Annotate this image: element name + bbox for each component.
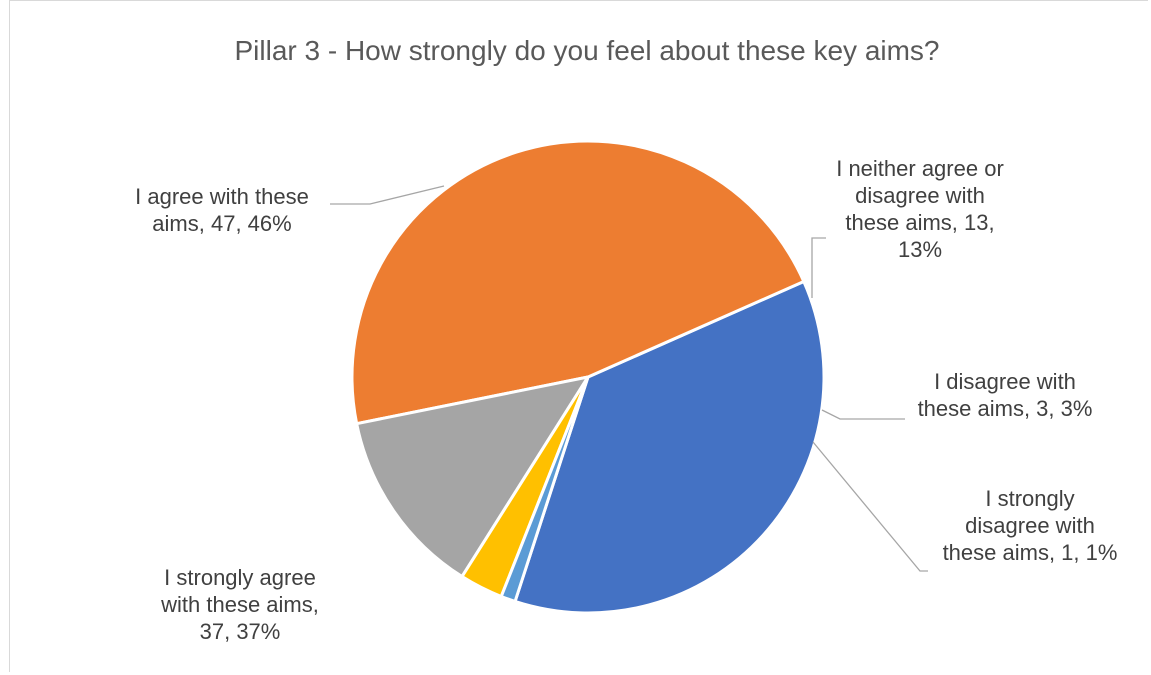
data-label-4: I disagree with these aims, 3, 3% [918, 369, 1093, 421]
data-label-line: I neither agree or [836, 156, 1004, 181]
data-label-line: I disagree with [934, 369, 1076, 394]
data-label-3: I neither agree or disagree with these aim… [836, 156, 1004, 262]
pie-slice-5 [499, 375, 590, 603]
pie-slice-1 [513, 279, 826, 615]
data-label-line: I agree with these [135, 184, 309, 209]
pie-slice-3 [355, 375, 590, 579]
data-label-line: disagree with [855, 183, 985, 208]
data-label-5: I strongly disagree with these aims, 1, 1% [943, 486, 1118, 565]
data-label-1: I strongly agree with these aims, 37, 37% [160, 565, 319, 644]
data-label-line: I strongly [985, 486, 1074, 511]
data-label-line: these aims, 13, [845, 210, 994, 235]
data-label-line: 37, 37% [200, 619, 281, 644]
leader-line-5 [812, 441, 928, 572]
data-label-line: aims, 47, 46% [152, 211, 291, 236]
data-label-line: disagree with [965, 513, 1095, 538]
pie-slice-2 [350, 139, 806, 426]
leader-line-2 [330, 185, 445, 205]
chart-title: Pillar 3 - How strongly do you feel abou… [234, 35, 939, 66]
data-labels: I strongly agree with these aims, 37, 37%I… [135, 156, 1117, 644]
leader-line-3 [811, 237, 826, 298]
data-label-line: 13% [898, 237, 942, 262]
data-label-2: I agree with these aims, 47, 46% [135, 184, 309, 236]
pie-slices [350, 139, 826, 615]
data-label-line: I strongly agree [164, 565, 316, 590]
leader-line-4 [821, 409, 905, 420]
data-label-line: with these aims, [160, 592, 319, 617]
data-label-line: these aims, 3, 3% [918, 396, 1093, 421]
data-label-line: these aims, 1, 1% [943, 540, 1118, 565]
leader-lines [330, 185, 928, 572]
